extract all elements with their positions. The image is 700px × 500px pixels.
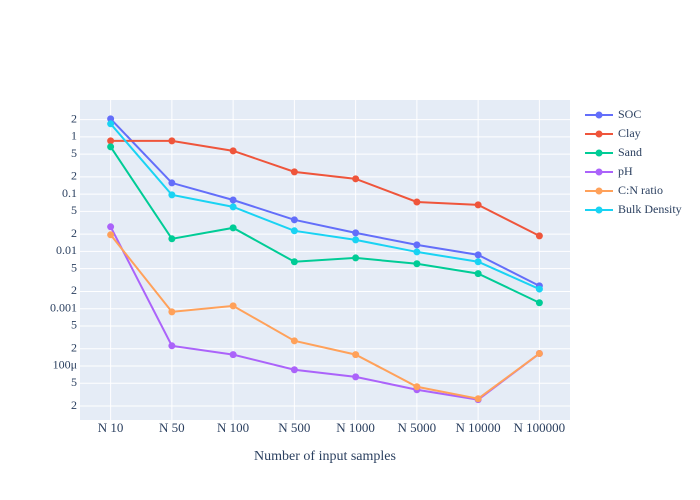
- x-tick-label: N 100000: [514, 420, 566, 435]
- legend-marker: [595, 130, 603, 138]
- legend-marker: [595, 206, 603, 214]
- series-line: [109, 123, 540, 290]
- data-point: [229, 351, 237, 359]
- legend-label: SOC: [618, 107, 641, 121]
- data-point: [352, 373, 360, 381]
- data-point: [168, 342, 176, 350]
- y-tick-label: 5: [71, 375, 77, 389]
- data-point: [107, 137, 115, 145]
- series-line: [109, 234, 540, 400]
- data-point: [168, 235, 176, 243]
- legend-marker: [595, 187, 603, 195]
- y-tick-label: 5: [71, 260, 77, 274]
- data-point: [474, 270, 482, 278]
- legend-marker: [595, 149, 603, 157]
- y-tick-label: 2: [71, 226, 77, 240]
- legend-marker: [595, 111, 603, 119]
- data-point: [229, 302, 237, 310]
- data-point: [290, 216, 298, 224]
- data-point: [107, 223, 115, 231]
- data-point: [352, 236, 360, 244]
- y-tick-label: 2: [71, 340, 77, 354]
- data-point: [352, 175, 360, 183]
- data-point: [413, 241, 421, 249]
- data-point: [535, 350, 543, 358]
- data-point: [535, 299, 543, 307]
- data-point: [107, 231, 115, 239]
- data-point: [290, 168, 298, 176]
- x-tick-label: N 5000: [398, 420, 437, 435]
- data-point: [352, 254, 360, 262]
- data-point: [229, 224, 237, 232]
- data-point: [229, 147, 237, 155]
- x-tick-label: N 1000: [336, 420, 375, 435]
- y-tick-label: 2: [71, 283, 77, 297]
- data-point: [290, 337, 298, 345]
- y-tick-label: 2: [71, 169, 77, 183]
- x-tick-label: N 50: [159, 420, 185, 435]
- x-tick-label: N 10: [98, 420, 124, 435]
- legend-label: Bulk Density: [618, 202, 682, 216]
- data-point: [229, 203, 237, 211]
- data-point: [168, 191, 176, 199]
- y-tick-label: 0.1: [62, 186, 77, 200]
- data-point: [290, 227, 298, 235]
- x-tick-label: N 10000: [456, 420, 501, 435]
- data-point: [535, 232, 543, 240]
- data-point: [352, 351, 360, 359]
- data-point: [168, 179, 176, 187]
- data-point: [413, 198, 421, 206]
- data-point: [107, 115, 115, 123]
- series-line: [109, 226, 540, 401]
- data-point: [229, 196, 237, 204]
- series-line: [110, 139, 540, 237]
- legend-label: Sand: [618, 145, 642, 159]
- data-point: [290, 258, 298, 266]
- data-point: [413, 260, 421, 268]
- y-tick-label: 0.001: [50, 300, 77, 314]
- data-point: [168, 137, 176, 145]
- data-point: [474, 258, 482, 266]
- data-point: [107, 120, 115, 128]
- x-tick-label: N 100: [217, 420, 249, 435]
- series-line: [109, 146, 540, 304]
- y-tick-label: 1: [71, 129, 77, 143]
- y-tick-label: 5: [71, 203, 77, 217]
- data-point: [290, 366, 298, 374]
- series-line: [109, 118, 540, 287]
- y-tick-label: 0.01: [56, 243, 77, 257]
- data-point: [107, 143, 115, 151]
- data-point: [535, 285, 543, 293]
- y-tick-label: 100μ: [53, 358, 77, 372]
- legend-label: pH: [618, 164, 633, 178]
- x-axis-title: Number of input samples: [254, 449, 396, 464]
- data-point: [168, 308, 176, 316]
- y-tick-label: 5: [71, 146, 77, 160]
- legend-label: Clay: [618, 126, 641, 140]
- data-point: [413, 248, 421, 256]
- data-point: [474, 395, 482, 403]
- y-tick-label: 2: [71, 111, 77, 125]
- data-point: [413, 383, 421, 391]
- x-tick-label: N 500: [278, 420, 310, 435]
- y-tick-label: 5: [71, 318, 77, 332]
- legend-label: C:N ratio: [618, 183, 663, 197]
- data-point: [474, 201, 482, 209]
- data-point: [474, 251, 482, 259]
- data-point: [352, 229, 360, 237]
- y-tick-label: 2: [71, 398, 77, 412]
- legend-marker: [595, 168, 603, 176]
